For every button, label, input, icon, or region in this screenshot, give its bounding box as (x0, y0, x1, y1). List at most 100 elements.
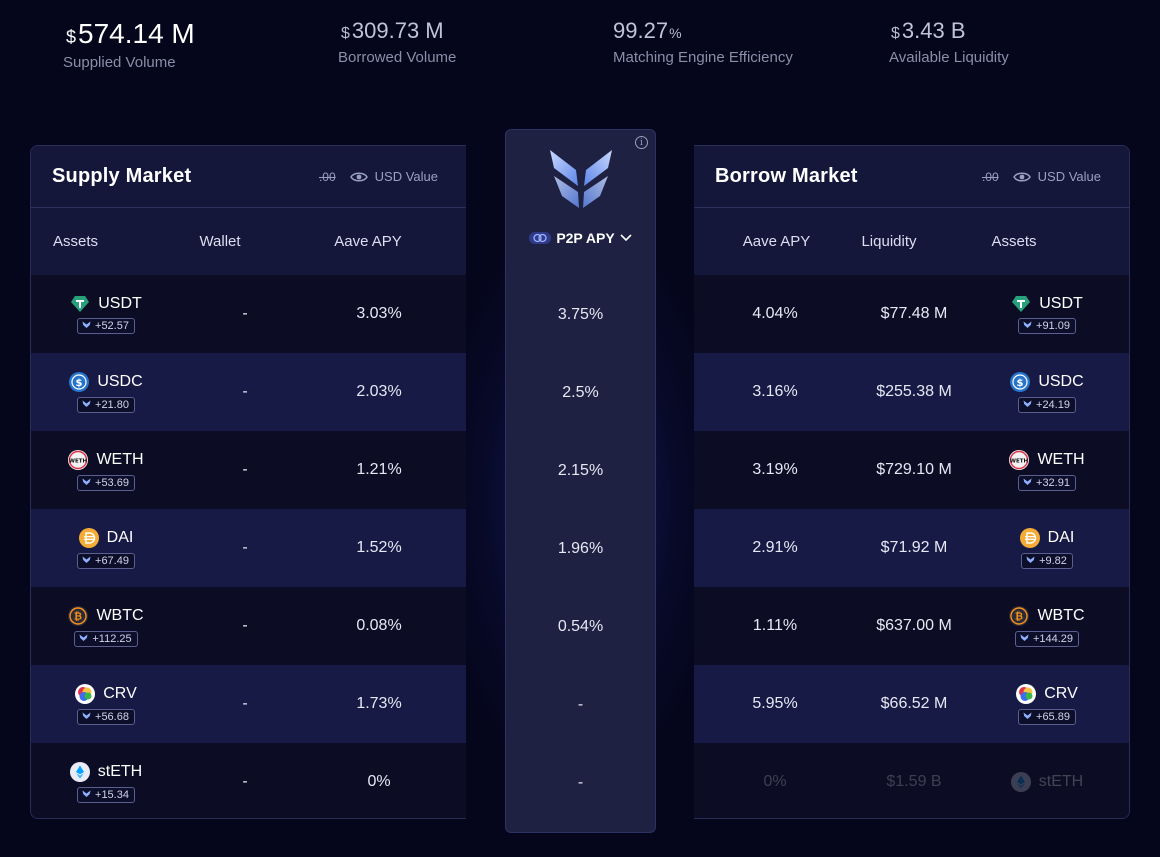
p2p-rings-icon (529, 232, 552, 244)
svg-text:WETH: WETH (1010, 458, 1029, 464)
usdt-icon (1011, 295, 1031, 313)
morpho-reward-icon (82, 321, 91, 330)
borrow-row-usdc[interactable]: 3.16% $255.38 M $ USDC +24.19 (694, 353, 1129, 431)
supply-row-usdt[interactable]: USDT +52.57 - 3.03% (31, 275, 466, 353)
asset-cell[interactable]: CRV +56.68 (31, 683, 181, 725)
column-aave-apy: Aave APY (334, 233, 402, 250)
chevron-down-icon (620, 234, 632, 242)
efficiency-label: Matching Engine Efficiency (613, 49, 793, 66)
morpho-reward-icon (1023, 321, 1032, 330)
eye-icon[interactable] (1012, 171, 1031, 183)
reward-badge: +112.25 (74, 630, 138, 647)
wallet-balance: - (242, 305, 248, 322)
supply-row-crv[interactable]: CRV +56.68 - 1.73% (31, 665, 466, 743)
eye-icon[interactable] (349, 171, 368, 183)
borrow-row-dai[interactable]: 2.91% $71.92 M DAI +9.82 (694, 509, 1129, 587)
borrow-row-crv[interactable]: 5.95% $66.52 M CRV +65.89 (694, 665, 1129, 743)
reward-value: +21.80 (95, 398, 129, 411)
asset-cell[interactable]: USDT +91.09 (972, 295, 1122, 334)
asset-cell[interactable]: WETH WETH +32.91 (972, 449, 1122, 491)
aave-apy-value: 3.03% (356, 305, 402, 322)
asset-name: WETH (96, 450, 144, 468)
liquidity-value: $255.38 M (876, 383, 952, 400)
asset-name: WETH (1037, 450, 1085, 468)
currency-symbol: $ (66, 27, 77, 47)
asset-name-line: CRV (75, 683, 137, 704)
reward-badge: +56.68 (77, 708, 135, 725)
supply-market-header: Supply Market .00 USD Value (31, 146, 466, 208)
aave-apy-value: 0% (763, 773, 787, 790)
aave-apy-value: 5.95% (752, 695, 798, 712)
liquidity-value: $1.59 B (886, 773, 942, 790)
percent-unit: % (669, 25, 682, 41)
borrow-row-weth[interactable]: 3.19% $729.10 M WETH WETH +32.91 (694, 431, 1129, 509)
liquidity-value: $71.92 M (880, 539, 948, 556)
p2p-apy-value: 3.75% (557, 306, 604, 323)
supply-rows: USDT +52.57-3.03% $ USDC +21.80-2.03% WETH WET… (31, 275, 466, 818)
info-icon[interactable]: i (635, 136, 648, 149)
borrow-market-panel: Borrow Market .00 USD Value Aave APY Liq… (694, 145, 1130, 819)
reward-badge: +65.89 (1018, 708, 1076, 725)
dai-icon (78, 527, 99, 548)
column-wallet: Wallet (199, 233, 241, 250)
morpho-reward-icon (1026, 556, 1035, 565)
supply-row-weth[interactable]: WETH WETH +53.69 - 1.21% (31, 431, 466, 509)
asset-cell[interactable]: stETH (972, 772, 1122, 792)
weth-icon: WETH (68, 449, 89, 470)
asset-cell[interactable]: CRV +65.89 (972, 683, 1122, 725)
aave-apy-value: 1.11% (752, 617, 798, 634)
reward-value: +15.34 (95, 788, 129, 801)
asset-cell[interactable]: USDT +52.57 (31, 295, 181, 334)
asset-cell[interactable]: DAI +67.49 (31, 527, 181, 569)
asset-cell[interactable]: stETH +15.34 (31, 761, 181, 803)
wallet-balance: - (242, 617, 248, 634)
morpho-reward-icon (82, 790, 91, 799)
asset-cell[interactable]: ₿ WBTC +112.25 (31, 605, 181, 647)
usd-value-toggle[interactable]: USD Value (1037, 169, 1101, 184)
asset-cell[interactable]: ₿ WBTC +144.29 (972, 605, 1122, 647)
dai-icon (1019, 527, 1040, 548)
borrow-rows: 4.04% $77.48 M USDT +91.09 3.16% $255.38 M $ US… (694, 275, 1129, 818)
asset-name-line: ₿ WBTC (1009, 605, 1085, 626)
morpho-reward-icon (82, 478, 91, 487)
borrow-row-wbtc[interactable]: 1.11% $637.00 M ₿ WBTC +144.29 (694, 587, 1129, 665)
morpho-logo (550, 150, 612, 208)
svg-text:₿: ₿ (1015, 610, 1023, 622)
currency-symbol: $ (891, 25, 900, 42)
p2p-column: i P2P APY 3.75% 2.5% 2.15% 1.96% 0.54% - - (505, 129, 656, 833)
liquidity-label: Available Liquidity (889, 49, 1009, 66)
supply-row-usdc[interactable]: $ USDC +21.80 - 2.03% (31, 353, 466, 431)
supply-row-wbtc[interactable]: ₿ WBTC +112.25 - 0.08% (31, 587, 466, 665)
asset-cell[interactable]: DAI +9.82 (972, 527, 1122, 569)
crv-icon (1016, 683, 1037, 704)
borrow-column-headers: Aave APY Liquidity Assets (694, 208, 1129, 275)
asset-name: USDC (97, 372, 143, 390)
decimals-toggle[interactable]: .00 (318, 169, 336, 184)
morpho-reward-icon (82, 556, 91, 565)
asset-name-line: USDT (70, 295, 142, 313)
usd-value-toggle[interactable]: USD Value (374, 169, 438, 184)
supplied-volume-value: 574.14 M (78, 18, 195, 49)
reward-value: +56.68 (95, 710, 129, 723)
p2p-apy-value: - (577, 696, 584, 713)
morpho-reward-icon (1023, 712, 1032, 721)
reward-badge: +144.29 (1014, 630, 1080, 647)
borrowed-volume-label: Borrowed Volume (338, 49, 457, 66)
asset-name: WBTC (1037, 606, 1085, 624)
asset-cell[interactable]: $ USDC +24.19 (972, 371, 1122, 413)
asset-name: USDT (98, 294, 142, 312)
morpho-reward-icon (1023, 478, 1032, 487)
asset-name: stETH (1038, 773, 1084, 790)
supply-row-dai[interactable]: DAI +67.49 - 1.52% (31, 509, 466, 587)
asset-cell[interactable]: WETH WETH +53.69 (31, 449, 181, 491)
decimals-toggle[interactable]: .00 (981, 169, 999, 184)
reward-badge: +21.80 (77, 396, 135, 413)
stat-supplied-volume: $574.14 M Supplied Volume (63, 18, 195, 71)
usdc-icon: $ (1010, 371, 1031, 392)
asset-name-line: $ USDC (1010, 371, 1084, 392)
supply-row-steth[interactable]: stETH +15.34 - 0% (31, 743, 466, 818)
morpho-reward-icon (82, 400, 91, 409)
p2p-apy-selector[interactable]: P2P APY (506, 230, 655, 246)
asset-cell[interactable]: $ USDC +21.80 (31, 371, 181, 413)
borrow-row-usdt[interactable]: 4.04% $77.48 M USDT +91.09 (694, 275, 1129, 353)
